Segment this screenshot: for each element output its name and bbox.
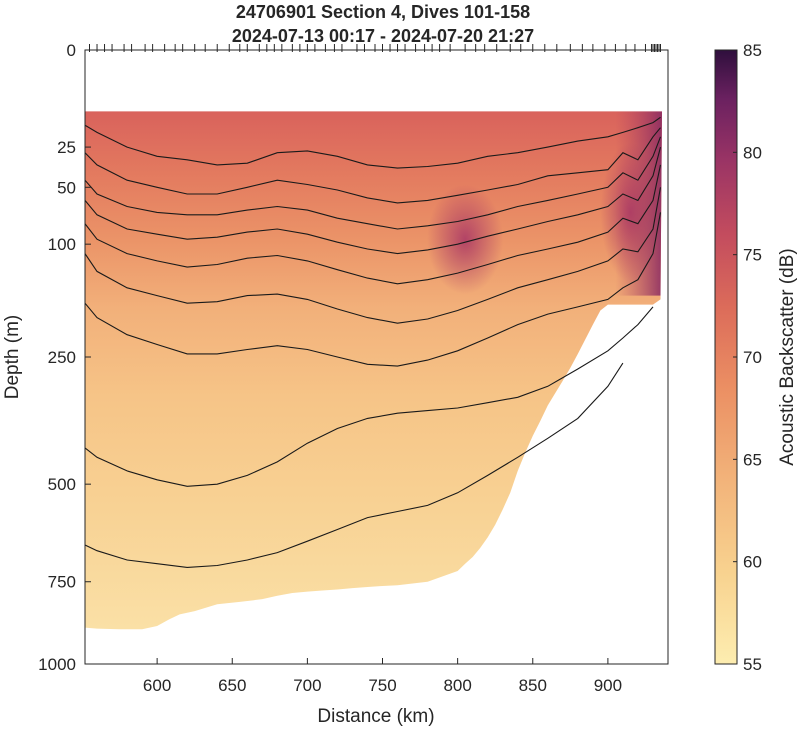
contour-line-7 — [85, 212, 662, 367]
colorbar-tick-label-70: 70 — [743, 348, 762, 367]
dive-markers — [89, 44, 661, 52]
x-axis-label: Distance (km) — [317, 706, 434, 727]
contour-line-4 — [85, 146, 662, 255]
y-tick-label-100: 100 — [48, 235, 76, 254]
colorbar-tick-label-65: 65 — [743, 450, 762, 469]
x-tick-label-600: 600 — [143, 676, 171, 695]
x-axis: 600 650 700 750 800 850 900 — [143, 658, 622, 695]
backscatter-maximum — [427, 184, 504, 295]
colorbar-tick-label-60: 60 — [743, 553, 762, 572]
colorbar-tick-label-80: 80 — [743, 143, 762, 162]
chart-title-line2: 2024-07-13 00:17 - 2024-07-20 21:27 — [232, 26, 534, 46]
colorbar-tick-label-55: 55 — [743, 655, 762, 674]
x-tick-label-800: 800 — [443, 676, 471, 695]
contour-line-5 — [85, 164, 662, 285]
y-tick-label-0: 0 — [67, 41, 76, 60]
contour-lines — [85, 116, 662, 568]
backscatter-highlights — [427, 111, 662, 296]
backscatter-field — [85, 111, 662, 630]
contour-line-2 — [85, 127, 661, 204]
y-tick-label-500: 500 — [48, 475, 76, 494]
y-tick-label-50: 50 — [57, 178, 76, 197]
x-tick-label-900: 900 — [594, 676, 622, 695]
x-tick-label-650: 650 — [218, 676, 246, 695]
contour-line-1 — [85, 116, 661, 169]
contour-line-9 — [85, 362, 624, 568]
contour-line-8 — [85, 306, 654, 487]
y-tick-label-1000: 1000 — [38, 655, 76, 674]
backscatter-edge-band — [615, 111, 662, 296]
colorbar-tick-label-85: 85 — [743, 41, 762, 60]
chart-title-line1: 24706901 Section 4, Dives 101-158 — [236, 2, 530, 22]
x-tick-label-850: 850 — [519, 676, 547, 695]
y-axis-label: Depth (m) — [2, 315, 23, 399]
plot-area — [85, 111, 662, 630]
y-axis: 0 25 50 100 250 500 750 1000 — [38, 41, 91, 674]
colorbar-ticks: 55 60 65 70 75 80 85 — [733, 41, 762, 674]
x-tick-label-750: 750 — [368, 676, 396, 695]
y-tick-label-25: 25 — [57, 138, 76, 157]
contour-line-6 — [85, 187, 662, 324]
y-tick-label-750: 750 — [48, 573, 76, 592]
y-tick-label-250: 250 — [48, 348, 76, 367]
x-tick-label-700: 700 — [293, 676, 321, 695]
contour-line-3 — [85, 136, 662, 230]
colorbar-tick-label-75: 75 — [743, 246, 762, 265]
colorbar-label: Acoustic Backscatter (dB) — [777, 248, 798, 466]
